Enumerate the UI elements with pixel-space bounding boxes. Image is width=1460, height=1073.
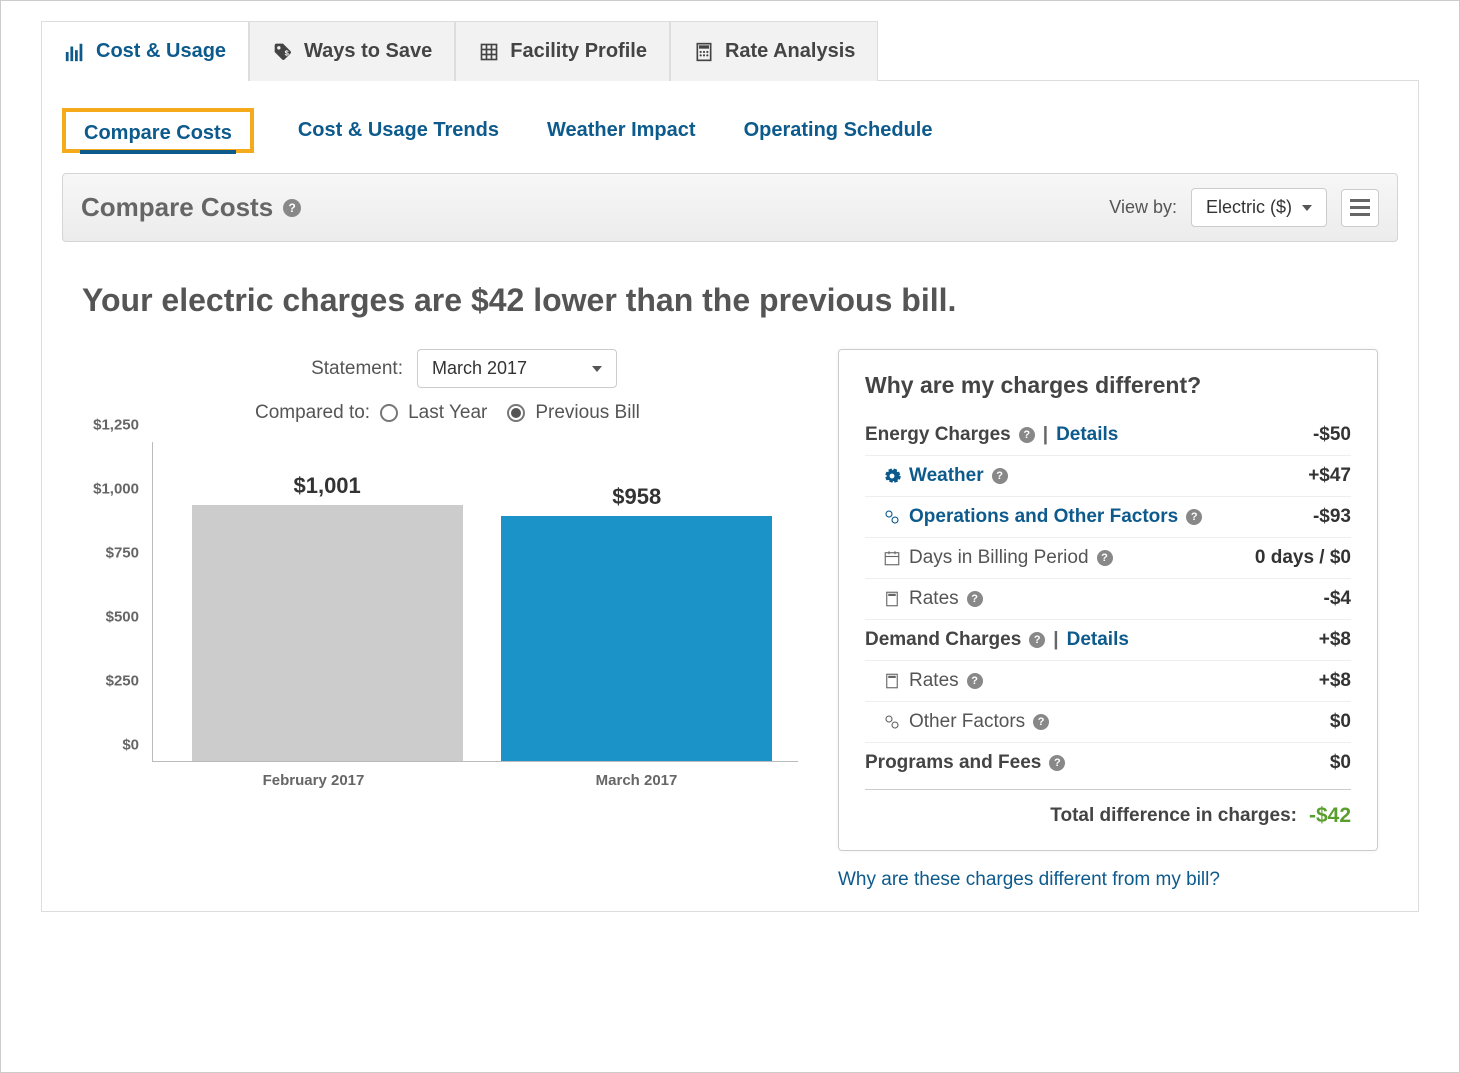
tab-cost-usage[interactable]: Cost & Usage <box>41 21 249 81</box>
subtab-schedule[interactable]: Operating Schedule <box>740 113 937 148</box>
bar-chart-icon <box>64 41 86 63</box>
compared-to-label: Compared to: <box>230 402 370 424</box>
why-different-link[interactable]: Why are these charges different from my … <box>838 869 1378 891</box>
radio-previous-bill[interactable] <box>507 404 525 422</box>
radio-last-year[interactable] <box>380 404 398 422</box>
tab-label: Cost & Usage <box>96 40 226 63</box>
help-icon[interactable]: ? <box>967 591 983 607</box>
tab-ways-to-save[interactable]: $ Ways to Save <box>249 21 455 81</box>
menu-button[interactable] <box>1341 189 1379 227</box>
sub-tab-bar: Compare Costs Cost & Usage Trends Weathe… <box>42 96 1418 173</box>
gear-icon <box>883 467 901 485</box>
other-factors-value: $0 <box>1330 711 1351 733</box>
details-title: Why are my charges different? <box>865 372 1351 399</box>
chevron-down-icon <box>1302 205 1312 211</box>
weather-value: +$47 <box>1308 465 1351 487</box>
x-axis-label: February 2017 <box>152 772 475 802</box>
rates-label: Rates <box>909 588 959 610</box>
tab-facility-profile[interactable]: Facility Profile <box>455 21 670 81</box>
gears-icon <box>883 508 901 526</box>
chart-bar: $958 <box>501 516 772 761</box>
help-icon[interactable]: ? <box>1033 714 1049 730</box>
y-tick: $750 <box>106 545 139 562</box>
bar-value-label: $958 <box>501 484 772 510</box>
other-factors-label: Other Factors <box>909 711 1025 733</box>
highlight-box: Compare Costs <box>62 108 254 153</box>
y-tick: $1,250 <box>93 417 139 434</box>
demand-label: Demand Charges <box>865 629 1021 651</box>
x-axis-label: March 2017 <box>475 772 798 802</box>
calculator-icon <box>883 672 901 690</box>
y-tick: $250 <box>106 673 139 690</box>
headline: Your electric charges are $42 lower than… <box>42 242 1418 349</box>
view-by-label: View by: <box>1109 197 1177 218</box>
programs-value: $0 <box>1330 752 1351 774</box>
page-title-text: Compare Costs <box>81 192 273 223</box>
programs-label: Programs and Fees <box>865 752 1041 774</box>
statement-value: March 2017 <box>432 358 527 379</box>
help-icon[interactable]: ? <box>992 468 1008 484</box>
calculator-icon <box>693 41 715 63</box>
weather-label[interactable]: Weather <box>909 465 984 487</box>
grid-icon <box>478 41 500 63</box>
subtab-compare-costs[interactable]: Compare Costs <box>80 116 236 154</box>
view-by-value: Electric ($) <box>1206 197 1292 218</box>
rates1-value: -$4 <box>1324 588 1351 610</box>
days-label: Days in Billing Period <box>909 547 1089 569</box>
subtab-weather[interactable]: Weather Impact <box>543 113 700 148</box>
calendar-icon <box>883 549 901 567</box>
help-icon[interactable]: ? <box>1186 509 1202 525</box>
cost-bar-chart: $0$250$500$750$1,000$1,250 $1,001$958 Fe… <box>82 442 798 802</box>
statement-label: Statement: <box>263 358 403 380</box>
y-tick: $0 <box>122 737 139 754</box>
rates2-label: Rates <box>909 670 959 692</box>
details-link[interactable]: Details <box>1056 424 1118 446</box>
radio-last-year-label: Last Year <box>408 402 487 424</box>
page-title: Compare Costs ? <box>81 192 301 223</box>
bar-value-label: $1,001 <box>192 473 463 499</box>
energy-charges-value: -$50 <box>1313 424 1351 446</box>
tab-label: Rate Analysis <box>725 40 855 63</box>
charges-breakdown-card: Why are my charges different? Energy Cha… <box>838 349 1378 851</box>
total-value: -$42 <box>1309 804 1351 828</box>
y-tick: $1,000 <box>93 481 139 498</box>
help-icon[interactable]: ? <box>1049 755 1065 771</box>
toolbar: Compare Costs ? View by: Electric ($) <box>62 173 1398 242</box>
operations-value: -$93 <box>1313 506 1351 528</box>
operations-label[interactable]: Operations and Other Factors <box>909 506 1178 528</box>
y-tick: $500 <box>106 609 139 626</box>
radio-previous-bill-label: Previous Bill <box>535 402 640 424</box>
rates2-value: +$8 <box>1319 670 1351 692</box>
subtab-trends[interactable]: Cost & Usage Trends <box>294 113 503 148</box>
demand-value: +$8 <box>1319 629 1351 651</box>
tab-label: Facility Profile <box>510 40 647 63</box>
help-icon[interactable]: ? <box>1097 550 1113 566</box>
help-icon[interactable]: ? <box>967 673 983 689</box>
help-icon[interactable]: ? <box>1029 632 1045 648</box>
days-value: 0 days / $0 <box>1255 547 1351 569</box>
total-label: Total difference in charges: <box>1050 805 1297 827</box>
tab-rate-analysis[interactable]: Rate Analysis <box>670 21 878 81</box>
details-link[interactable]: Details <box>1067 629 1129 651</box>
view-by-dropdown[interactable]: Electric ($) <box>1191 188 1327 227</box>
statement-dropdown[interactable]: March 2017 <box>417 349 617 388</box>
help-icon[interactable]: ? <box>283 199 301 217</box>
tab-label: Ways to Save <box>304 40 432 63</box>
energy-charges-label: Energy Charges <box>865 424 1011 446</box>
calculator-icon <box>883 590 901 608</box>
gears-icon <box>883 713 901 731</box>
top-tab-bar: Cost & Usage $ Ways to Save Facility Pro… <box>41 21 1419 81</box>
price-tag-icon: $ <box>272 41 294 63</box>
chart-bar: $1,001 <box>192 505 463 761</box>
chevron-down-icon <box>592 366 602 372</box>
help-icon[interactable]: ? <box>1019 427 1035 443</box>
content-panel: Compare Costs Cost & Usage Trends Weathe… <box>41 80 1419 912</box>
